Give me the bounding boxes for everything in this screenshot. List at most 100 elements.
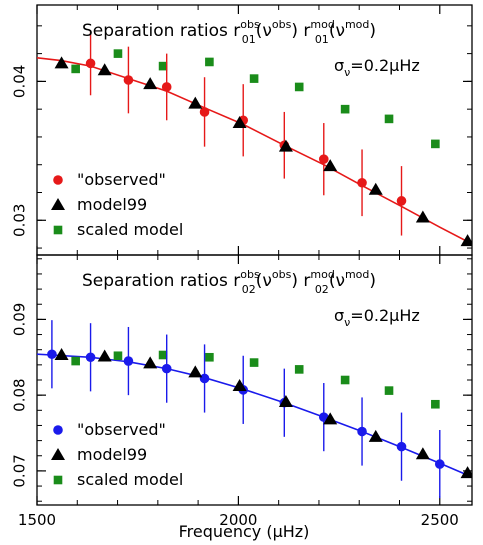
model99-point [54,348,69,360]
title-argument: (ν [256,271,272,291]
model99-point [323,159,338,172]
x-tick-label: 1500 [18,511,56,529]
model99-point [323,412,338,425]
title-superscript: obs [240,268,260,281]
y-tick-label: 0.04 [11,65,29,98]
legend-marker [53,175,63,185]
model99-point [415,210,430,223]
title-close-paren: ) [369,21,376,41]
model99-point [368,182,383,195]
legend-marker [53,425,63,435]
model99-point [97,349,112,362]
annotation-symbol: σ [334,56,344,75]
y-tick-label: 0.08 [11,378,29,411]
observed-point [123,356,134,366]
scaled-model-point [113,351,123,361]
scaled-model-point [249,74,259,83]
title-symbol: ) r [291,271,310,291]
observed-point [396,196,407,206]
annotation-symbol: σ [334,306,344,325]
title-prefix: Separation ratios [82,271,233,291]
model99-point [460,234,472,247]
model99-point [232,379,247,392]
annotation-value: =0.2μHz [350,56,419,75]
observed-point [357,426,367,437]
title-subscript: 01 [315,33,329,46]
model99-point [97,63,112,76]
model99-point [143,356,158,369]
x-tick-label: 2500 [421,511,459,529]
data-layer [37,320,472,499]
title-argument: (ν [256,21,272,41]
observed-point [161,82,172,92]
observed-point [161,363,172,374]
scaled-model-point [205,352,214,362]
annotation-value: =0.2μHz [350,306,419,325]
title-symbol: r [233,271,240,291]
legend-label: "observed" [77,420,166,439]
title-arg-superscript: obs [272,18,292,31]
observed-point [123,75,134,85]
model99-point [188,96,203,109]
model99-point [278,394,293,407]
title-argument: (ν [329,21,345,41]
legend-marker [51,448,65,460]
observed-point [85,58,96,69]
observed-point [357,177,367,188]
scaled-model-point [71,64,80,74]
model99-point [188,365,203,378]
title-close-paren: ) [369,271,376,291]
scaled-model-point [294,365,304,374]
title-superscript: mod [310,18,334,31]
title-arg-superscript: mod [345,18,369,31]
legend-label: scaled model [77,470,183,489]
fit-line [37,57,472,245]
legend-marker [53,475,63,485]
model99-point [368,429,383,442]
noise-annotation: σν=0.2μHz [334,56,420,79]
title-subscript: 02 [242,283,256,296]
y-tick-label: 0.07 [11,454,29,487]
title-superscript: mod [310,268,334,281]
noise-annotation: σν=0.2μHz [334,306,420,329]
title-arg-superscript: obs [272,268,292,281]
model99-point [143,77,158,90]
scaled-model-point [340,375,350,385]
observed-point [85,352,96,363]
legend-label: model99 [77,445,147,464]
title-symbol: ) r [291,21,310,41]
bottom-panel: 0.07 0.08 0.09 1500 2000 2500 Separation ratio… [11,254,473,529]
title-prefix: Separation ratios [82,21,233,41]
model99-point [415,447,430,460]
title-symbol: r [233,21,240,41]
scaled-model-point [340,104,350,114]
legend-label: model99 [77,195,147,214]
scaled-model-point [71,356,80,366]
scaled-model-point [294,82,304,92]
model99-point [232,116,247,129]
observed-point [434,459,445,469]
observed-point [199,107,210,117]
model99-point [54,56,69,69]
x-tick-label: 2000 [219,511,257,529]
scaled-model-point [384,114,394,124]
data-layer [37,31,472,247]
panel-title: Separation ratios robs 01(νobs) rmod 01(νm… [82,18,376,46]
title-superscript: obs [240,18,260,31]
annotation-subscript: ν [344,66,350,79]
observed-point [396,441,407,452]
legend: "observed" model99 scaled model [51,420,183,489]
x-axis-label: Frequency (μHz) [179,522,310,541]
title-subscript: 02 [315,283,329,296]
scaled-model-point [431,399,440,409]
observed-point [47,349,57,360]
scaled-model-point [113,49,123,58]
legend-label: "observed" [77,170,166,189]
y-tick-label: 0.03 [11,204,29,237]
scaled-model-point [431,139,440,149]
model99-point [460,466,472,479]
scaled-model-point [249,358,259,367]
title-arg-superscript: mod [345,268,369,281]
